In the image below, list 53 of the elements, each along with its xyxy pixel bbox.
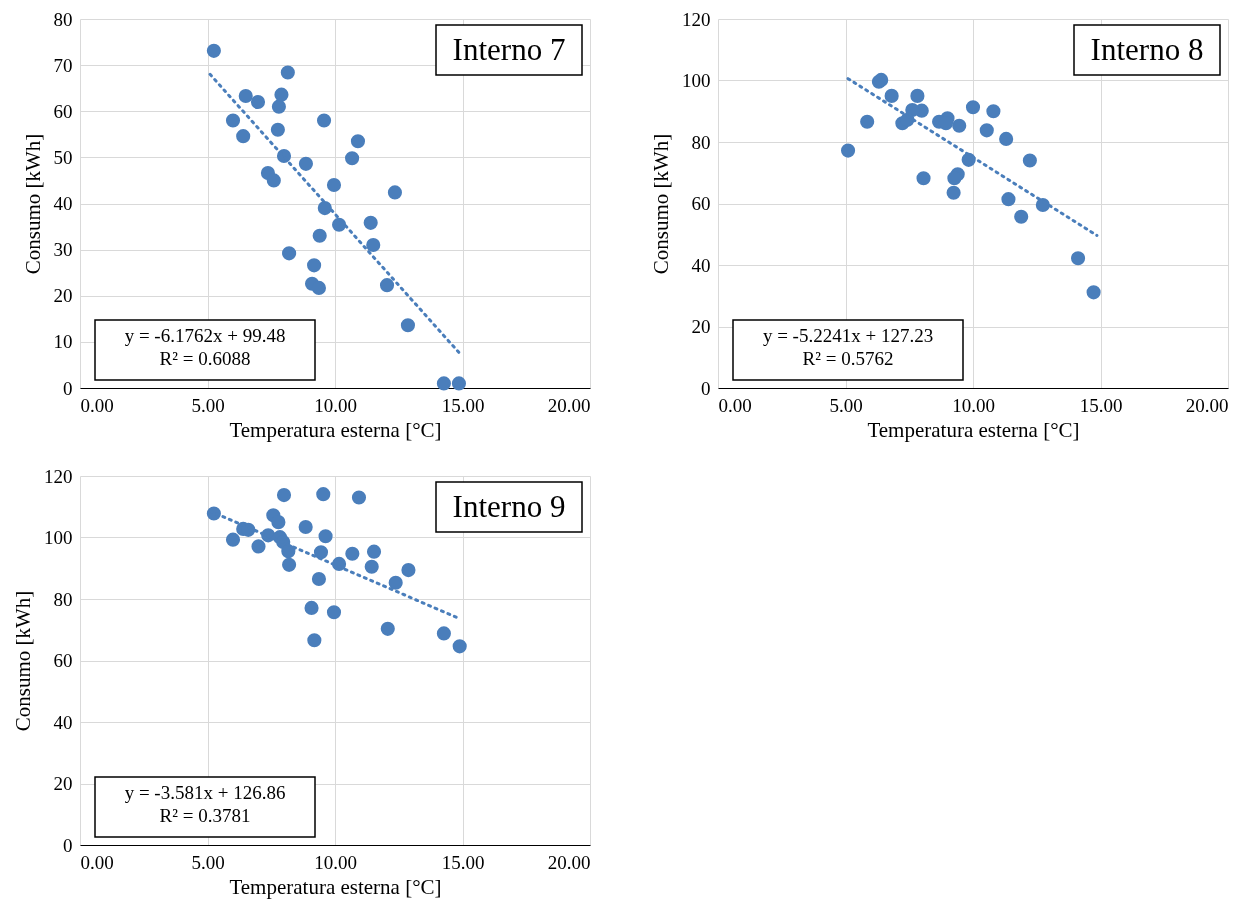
y-tick-label: 80: [53, 588, 73, 610]
chart-title: Interno 8: [1090, 32, 1204, 67]
x-tick-label: 10.00: [314, 394, 357, 416]
chart-title: Interno 9: [452, 489, 566, 524]
x-tick-label: 15.00: [1079, 394, 1123, 416]
y-tick-label: 20: [691, 316, 711, 337]
y-tick-label: 40: [53, 711, 73, 733]
chart-title: Interno 7: [452, 32, 566, 67]
y-tick-label: 0: [701, 377, 711, 399]
y-tick-label: 100: [682, 70, 711, 91]
y-axis-title: Consumo [kWh]: [20, 133, 45, 275]
annotation: y = -3.581x + 126.86: [124, 782, 286, 803]
x-tick-label: 20.00: [1185, 394, 1229, 416]
y-tick-label: 100: [44, 527, 73, 548]
x-tick-label: 20.00: [547, 851, 591, 873]
y-tick-label: 20: [53, 773, 73, 794]
x-tick-label: 5.00: [829, 394, 863, 416]
x-tick-label: 20.00: [547, 394, 591, 416]
y-tick-label: 60: [691, 193, 711, 214]
annotation: R² = 0.6088: [159, 348, 251, 369]
y-axis-title: Consumo [kWh]: [649, 133, 673, 275]
y-tick-label: 50: [53, 146, 73, 168]
x-tick-label: 5.00: [191, 394, 225, 416]
y-tick-label: 60: [53, 650, 73, 671]
y-tick-label: 80: [53, 8, 73, 30]
y-tick-label: 20: [53, 285, 73, 307]
x-axis-title: Temperatura esterna [°C]: [229, 417, 442, 442]
y-tick-label: 0: [63, 377, 73, 399]
y-tick-label: 40: [691, 254, 711, 276]
y-tick-label: 120: [682, 8, 711, 30]
x-axis-title: Temperatura esterna [°C]: [229, 874, 442, 899]
x-tick-label: 0.00: [718, 394, 752, 416]
y-tick-label: 120: [44, 465, 73, 487]
y-tick-label: 80: [691, 131, 711, 153]
x-tick-label: 10.00: [314, 851, 357, 873]
y-tick-label: 30: [53, 239, 73, 261]
y-tick-label: 60: [53, 100, 73, 122]
x-tick-label: 0.00: [80, 394, 114, 416]
y-tick-label: 40: [53, 193, 73, 214]
annotation: y = -5.2241x + 127.23: [762, 325, 934, 346]
x-tick-label: 0.00: [80, 851, 114, 873]
x-tick-label: 15.00: [441, 851, 485, 873]
y-tick-label: 70: [53, 54, 73, 76]
x-axis-title: Temperatura esterna [°C]: [867, 417, 1080, 442]
annotation: R² = 0.5762: [802, 348, 894, 369]
y-tick-label: 10: [53, 331, 73, 353]
annotation: y = -6.1762x + 99.48: [124, 325, 286, 346]
x-tick-label: 15.00: [441, 394, 485, 416]
x-tick-label: 10.00: [952, 394, 995, 416]
y-tick-label: 0: [63, 834, 73, 856]
annotation: R² = 0.3781: [159, 805, 251, 826]
y-axis-title: Consumo [kWh]: [11, 590, 35, 732]
x-tick-label: 5.00: [191, 851, 225, 873]
